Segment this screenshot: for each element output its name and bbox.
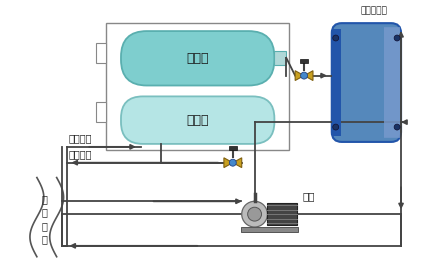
Text: 蒸发器: 蒸发器 [187,114,209,127]
Bar [96,43,106,63]
Bar [106,23,289,150]
Bar [274,51,286,65]
Text: 板式换热器: 板式换热器 [361,6,388,15]
Polygon shape [224,158,233,168]
Circle shape [248,207,261,221]
Circle shape [242,201,267,227]
Text: 空调回水: 空调回水 [68,149,92,159]
FancyBboxPatch shape [121,96,274,144]
Bar [241,227,298,232]
Polygon shape [295,71,304,80]
Text: 水泵: 水泵 [302,191,315,201]
Polygon shape [233,158,242,168]
Text: 空调供水: 空调供水 [68,133,92,143]
Bar [96,102,106,122]
Circle shape [394,35,400,41]
Circle shape [229,159,236,166]
FancyBboxPatch shape [121,31,274,85]
Circle shape [394,124,400,130]
Bar [332,29,341,136]
Bar [267,203,297,225]
Bar [229,146,237,150]
Circle shape [301,72,307,79]
Circle shape [333,124,339,130]
Polygon shape [304,71,313,80]
Circle shape [333,35,339,41]
Text: 压缩机: 压缩机 [187,52,209,65]
FancyBboxPatch shape [332,23,401,142]
Bar [300,59,308,63]
Text: 地
表
水
源: 地 表 水 源 [42,194,48,244]
